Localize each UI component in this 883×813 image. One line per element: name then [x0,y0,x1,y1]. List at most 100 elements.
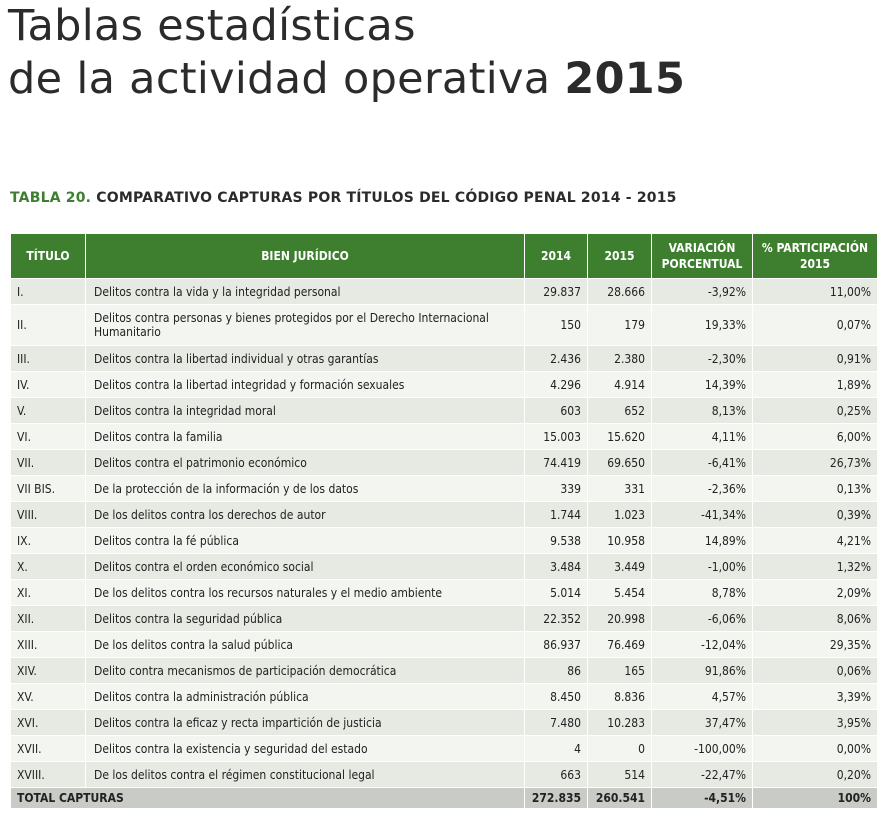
cell-bien-juridico: Delitos contra el orden económico social [85,553,525,580]
cell-participacion: 26,73% [752,449,878,476]
table-row: XVIII. De los delitos contra el régimen c… [10,761,878,788]
cell-2014: 9.538 [524,527,588,554]
cell-2014: 2.436 [524,345,588,372]
page-title: Tablas estadísticas de la actividad oper… [8,0,685,106]
table-row: III. Delitos contra la libertad individua… [10,345,878,372]
cell-2015: 2.380 [587,345,652,372]
cell-variacion: 4,57% [651,683,753,710]
table-caption-text: COMPARATIVO CAPTURAS POR TÍTULOS DEL CÓD… [96,190,677,206]
cell-titulo: IX. [10,527,86,554]
cell-variacion: 8,13% [651,397,753,424]
cell-participacion: 6,00% [752,423,878,450]
cell-bien-juridico: Delitos contra la familia [85,423,525,450]
cell-2015: 3.449 [587,553,652,580]
cell-titulo: XVIII. [10,761,86,788]
cell-titulo: VIII. [10,501,86,528]
cell-2014: 603 [524,397,588,424]
cell-2015: 10.283 [587,709,652,736]
cell-2015: 76.469 [587,631,652,658]
cell-titulo: VI. [10,423,86,450]
cell-participacion: 0,07% [752,304,878,346]
table-row: XV. Delitos contra la administración públ… [10,683,878,710]
cell-2015: 1.023 [587,501,652,528]
title-year: 2015 [564,54,686,104]
cell-2014: 86 [524,657,588,684]
cell-variacion: 4,11% [651,423,753,450]
cell-titulo: VII BIS. [10,475,86,502]
header-2015: 2015 [587,233,652,279]
cell-2014: 86.937 [524,631,588,658]
cell-variacion: -100,00% [651,735,753,762]
captures-table: TÍTULO BIEN JURÍDICO 2014 2015 VARIACIÓN… [10,233,878,809]
cell-variacion: 14,39% [651,371,753,398]
cell-bien-juridico: De los delitos contra la salud pública [85,631,525,658]
cell-2015: 28.666 [587,278,652,305]
header-titulo: TÍTULO [10,233,86,279]
cell-participacion: 8,06% [752,605,878,632]
table-row: IX. Delitos contra la fé pública 9.538 10.9… [10,527,878,554]
cell-2014: 22.352 [524,605,588,632]
total-row: TOTAL CAPTURAS 272.835 260.541 -4,51% 10… [10,787,878,809]
cell-variacion: 14,89% [651,527,753,554]
cell-bien-juridico: Delito contra mecanismos de participació… [85,657,525,684]
cell-2014: 7.480 [524,709,588,736]
cell-bien-juridico: De los delitos contra el régimen constit… [85,761,525,788]
cell-participacion: 1,89% [752,371,878,398]
cell-titulo: XIII. [10,631,86,658]
cell-2014: 8.450 [524,683,588,710]
cell-titulo: XII. [10,605,86,632]
cell-bien-juridico: Delitos contra la administración pública [85,683,525,710]
cell-bien-juridico: De la protección de la información y de … [85,475,525,502]
cell-bien-juridico: Delitos contra la existencia y seguridad… [85,735,525,762]
cell-2015: 0 [587,735,652,762]
cell-variacion: -3,92% [651,278,753,305]
cell-bien-juridico: Delitos contra la integridad moral [85,397,525,424]
cell-variacion: -22,47% [651,761,753,788]
cell-titulo: III. [10,345,86,372]
table-row: VII BIS. De la protección de la informaci… [10,475,878,502]
cell-participacion: 3,39% [752,683,878,710]
cell-2015: 331 [587,475,652,502]
cell-2014: 74.419 [524,449,588,476]
cell-2015: 165 [587,657,652,684]
cell-participacion: 0,91% [752,345,878,372]
table-caption-label: TABLA 20. [10,190,92,206]
cell-titulo: IV. [10,371,86,398]
table-caption: TABLA 20. COMPARATIVO CAPTURAS POR TÍTUL… [10,190,677,206]
cell-2014: 5.014 [524,579,588,606]
cell-participacion: 11,00% [752,278,878,305]
total-2015: 260.541 [587,787,652,809]
table-row: IV. Delitos contra la libertad integridad… [10,371,878,398]
cell-2014: 15.003 [524,423,588,450]
cell-2014: 4.296 [524,371,588,398]
cell-titulo: V. [10,397,86,424]
cell-2015: 652 [587,397,652,424]
cell-variacion: -2,36% [651,475,753,502]
cell-titulo: XVII. [10,735,86,762]
cell-2015: 4.914 [587,371,652,398]
cell-2015: 179 [587,304,652,346]
cell-titulo: XIV. [10,657,86,684]
cell-participacion: 3,95% [752,709,878,736]
header-variacion: VARIACIÓN PORCENTUAL [651,233,753,279]
table-row: II. Delitos contra personas y bienes prot… [10,304,878,346]
cell-variacion: -1,00% [651,553,753,580]
cell-titulo: XVI. [10,709,86,736]
cell-participacion: 0,20% [752,761,878,788]
cell-participacion: 0,13% [752,475,878,502]
cell-bien-juridico: Delitos contra el patrimonio económico [85,449,525,476]
cell-2015: 5.454 [587,579,652,606]
table-row: VII. Delitos contra el patrimonio económi… [10,449,878,476]
table-body: I. Delitos contra la vida y la integridad… [10,278,878,788]
cell-titulo: XI. [10,579,86,606]
header-participacion: % PARTICIPACIÓN 2015 [752,233,878,279]
cell-2015: 20.998 [587,605,652,632]
cell-2015: 8.836 [587,683,652,710]
cell-2014: 663 [524,761,588,788]
title-line-1: Tablas estadísticas [8,1,416,51]
cell-bien-juridico: Delitos contra la libertad integridad y … [85,371,525,398]
cell-participacion: 29,35% [752,631,878,658]
total-label: TOTAL CAPTURAS [10,787,525,809]
cell-2015: 514 [587,761,652,788]
table-row: I. Delitos contra la vida y la integridad… [10,278,878,305]
